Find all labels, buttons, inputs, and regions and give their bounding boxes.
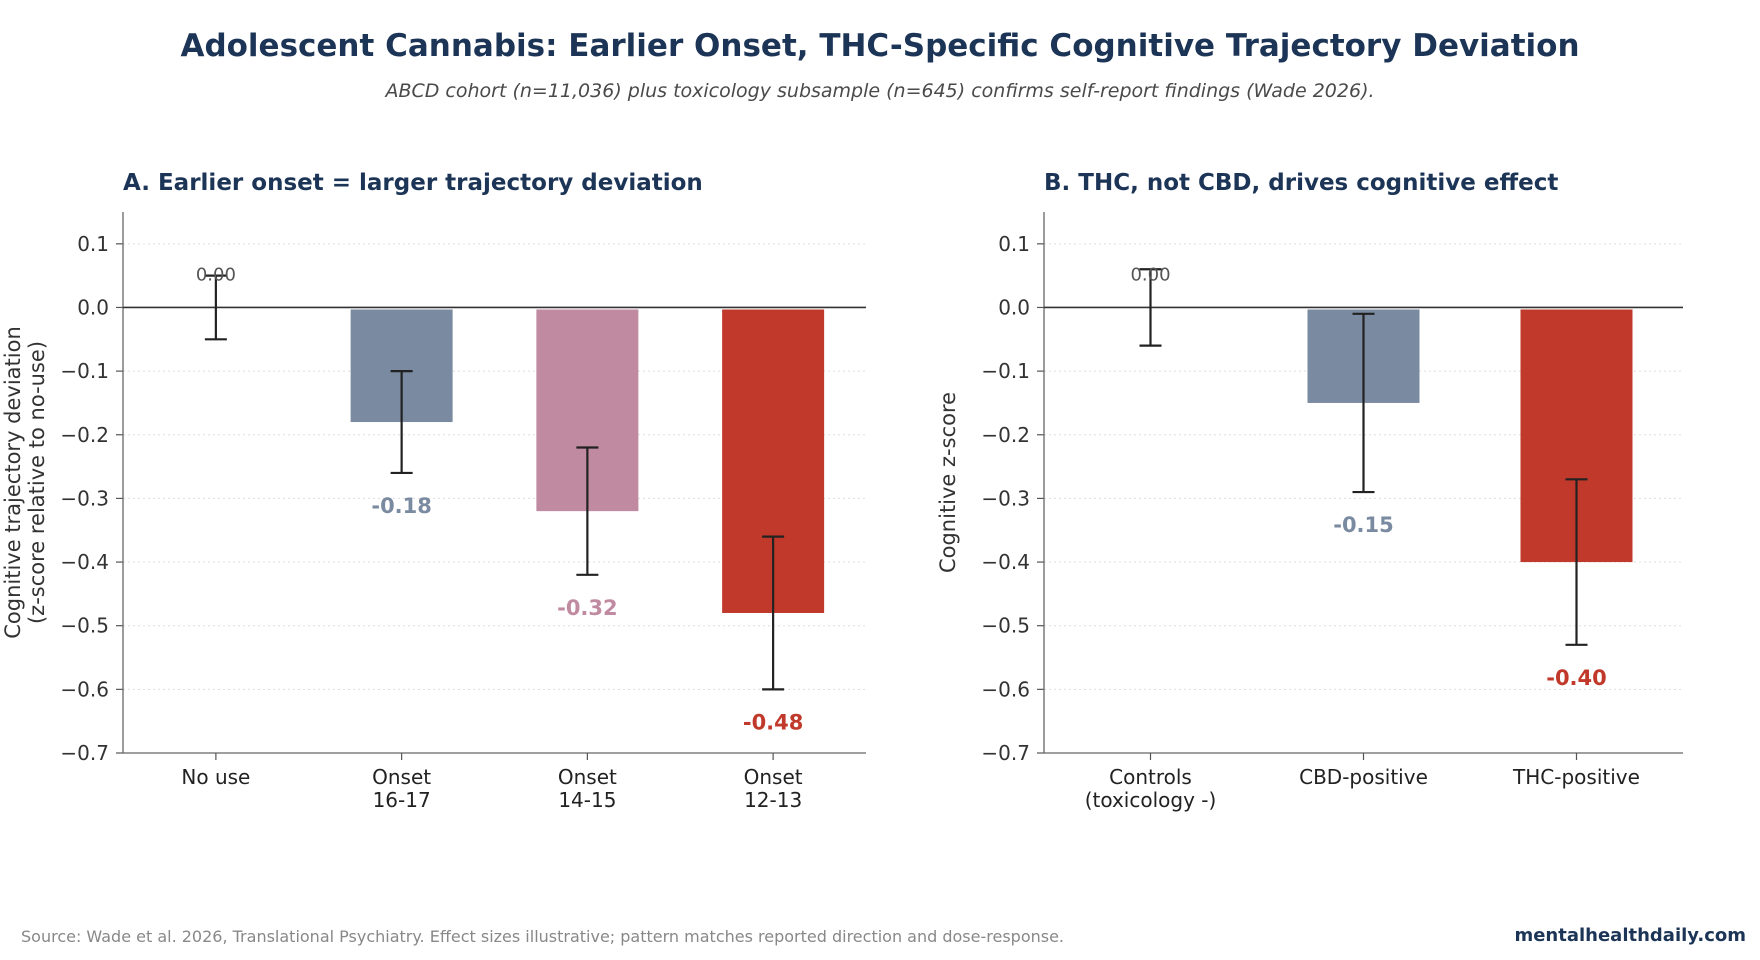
source-note: Source: Wade et al. 2026, Translational … [21, 927, 1065, 946]
chart-subtitle: ABCD cohort (n=11,036) plus toxicology s… [385, 80, 1375, 102]
panel-a-ytick-label: 0.0 [77, 295, 109, 319]
panel-a-xtick-label-line: No use [181, 765, 250, 789]
panel-b-y-axis-label: Cognitive z-score [936, 392, 960, 573]
panel-a-ytick-label: −0.3 [60, 486, 109, 510]
panel-a-xtick-label: Onset 14-15 [558, 765, 617, 812]
panel-b-value-label: -0.40 [1546, 666, 1607, 690]
panel-a-xtick-label-line: Onset [558, 765, 617, 789]
panel-a-xtick-label: Onset 16-17 [372, 765, 431, 812]
panel-a-ytick-label: −0.4 [60, 550, 109, 574]
panel-a-value-label: -0.18 [371, 494, 432, 518]
panel-a-xtick-label: No use [181, 765, 250, 789]
panel-b-xtick-label: THC-positive [1512, 765, 1640, 789]
panel-b-title: B. THC, not CBD, drives cognitive effect [1044, 170, 1558, 196]
panel-b-value-label: 0.00 [1130, 265, 1170, 286]
panel-b-xtick-label: CBD-positive [1299, 765, 1428, 789]
panel-a-xtick-label: Onset 12-13 [744, 765, 803, 812]
panel-a-xtick-label-line: 14-15 [558, 788, 616, 812]
panel-a-title: A. Earlier onset = larger trajectory dev… [123, 170, 703, 196]
panel-a-value-label: -0.32 [557, 596, 618, 620]
panel-b-y-axis-label-line: Cognitive z-score [936, 392, 960, 573]
panel-b-xtick-label-line: THC-positive [1512, 765, 1640, 789]
panel-b-ytick-label: −0.1 [981, 359, 1030, 383]
panel-a-ytick-label: 0.1 [77, 232, 109, 256]
panel-b-value-label: -0.15 [1333, 513, 1394, 537]
panel-b-ytick-label: −0.4 [981, 550, 1030, 574]
panel-a-y-axis-label-line: (z-score relative to no-use) [25, 341, 49, 624]
panel-a-y-axis-label-line: Cognitive trajectory deviation [1, 326, 25, 639]
panel-b-xtick-label-line: (toxicology -) [1085, 788, 1217, 812]
panel-a-ytick-label: −0.5 [60, 614, 109, 638]
brand-label: mentalhealthdaily.com [1514, 925, 1746, 946]
panel-a-y-axis-label: Cognitive trajectory deviation(z-score r… [1, 326, 49, 639]
panel-a-xtick-label-line: 12-13 [744, 788, 802, 812]
panel-b-ytick-label: −0.5 [981, 614, 1030, 638]
panel-a-value-label: -0.48 [743, 710, 804, 734]
panel-a-ytick-label: −0.6 [60, 677, 109, 701]
panel-a-ytick-label: −0.7 [60, 741, 109, 765]
panel-a-xtick-label-line: 16-17 [373, 788, 431, 812]
panel-a-xtick-label-line: Onset [744, 765, 803, 789]
panel-b-xtick-label-line: CBD-positive [1299, 765, 1428, 789]
panel-a-value-label: 0.00 [196, 265, 236, 286]
panel-b-ytick-label: 0.0 [998, 295, 1030, 319]
panel-a-ytick-label: −0.2 [60, 423, 109, 447]
panel-a-xtick-label-line: Onset [372, 765, 431, 789]
chart-title: Adolescent Cannabis: Earlier Onset, THC-… [180, 28, 1580, 64]
panel-b-ytick-label: −0.6 [981, 677, 1030, 701]
panel-a-ytick-label: −0.1 [60, 359, 109, 383]
panel-b-ytick-label: −0.2 [981, 423, 1030, 447]
panel-b-ytick-label: −0.7 [981, 741, 1030, 765]
panel-b-xtick-label-line: Controls [1109, 765, 1192, 789]
panel-b-xtick-label: Controls (toxicology -) [1085, 765, 1217, 812]
panel-b-ytick-label: −0.3 [981, 486, 1030, 510]
panel-b-ytick-label: 0.1 [998, 232, 1030, 256]
